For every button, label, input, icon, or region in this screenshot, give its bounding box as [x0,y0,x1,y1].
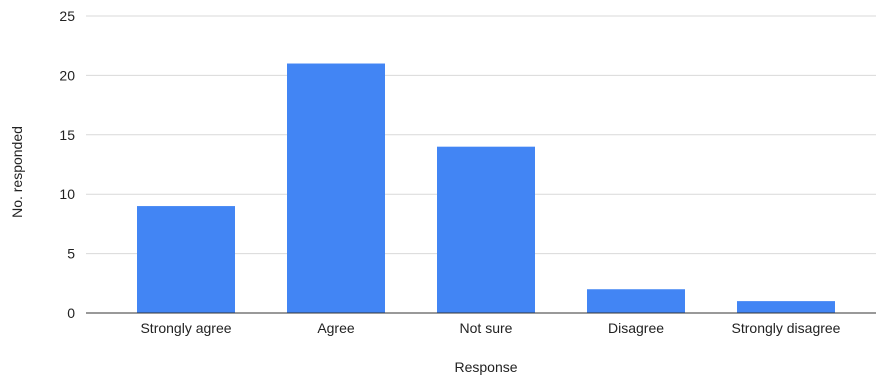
bar-strongly-disagree [737,301,835,313]
bars [137,63,835,313]
gridlines [86,15,876,255]
x-tick-labels: Strongly agree Agree Not sure Disagree Stron… [140,320,840,336]
bar-not-sure [437,146,535,313]
bar-disagree [587,289,685,313]
y-tick-label: 25 [59,8,75,24]
x-tick-label: Agree [317,320,355,336]
bar-strongly-agree [137,206,235,313]
x-axis-title: Response [454,359,517,375]
x-tick-label: Strongly disagree [732,320,841,336]
x-tick-label: Strongly agree [140,320,231,336]
y-tick-label: 5 [67,246,75,262]
y-tick-label: 15 [59,127,75,143]
y-tick-label: 0 [67,305,75,321]
y-tick-label: 20 [59,67,75,83]
bar-agree [287,63,385,313]
x-tick-label: Disagree [608,320,664,336]
y-tick-label: 10 [59,186,75,202]
x-tick-label: Not sure [460,320,513,336]
y-tick-labels: 0 5 10 15 20 25 [59,8,75,321]
y-axis-title: No. responded [9,126,25,218]
